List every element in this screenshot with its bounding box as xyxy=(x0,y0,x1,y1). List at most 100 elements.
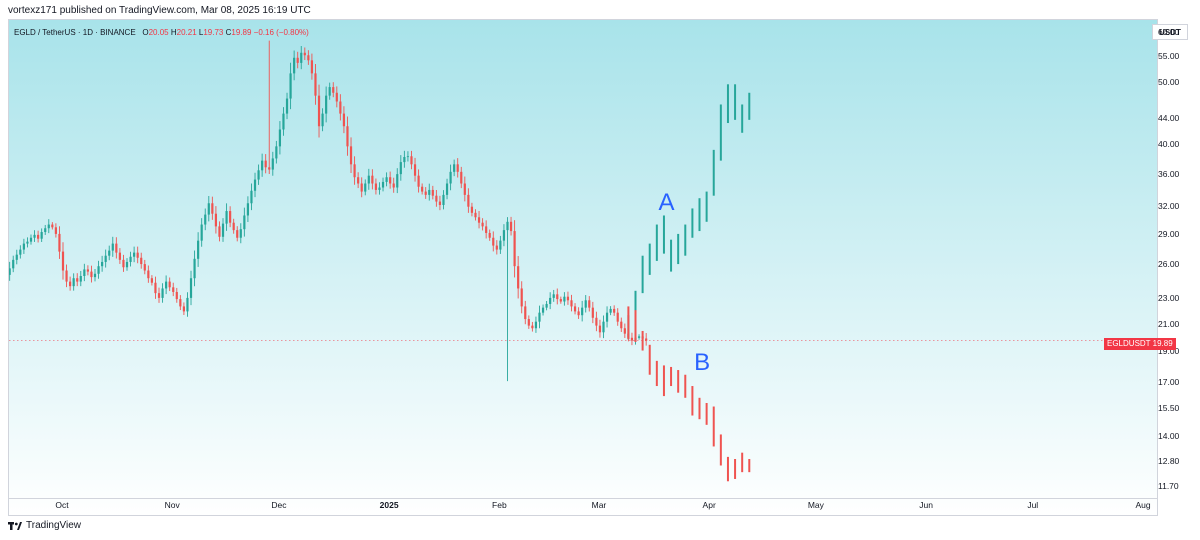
candle-body xyxy=(86,269,89,272)
candle-body xyxy=(588,300,591,308)
candle-body xyxy=(549,297,552,304)
x-tick-label: Jun xyxy=(919,500,933,510)
x-tick-label: Mar xyxy=(591,500,607,510)
candle-body xyxy=(413,164,417,176)
candle-body xyxy=(367,175,370,184)
candle-body xyxy=(214,213,218,227)
y-tick-label: 11.70 xyxy=(1158,481,1179,492)
candle-body xyxy=(218,226,221,237)
candle-body xyxy=(581,307,584,316)
currency-button[interactable]: USDT xyxy=(1152,24,1188,40)
candle-body xyxy=(541,307,545,313)
candle-body xyxy=(143,264,146,271)
tradingview-brand: TradingView xyxy=(8,520,81,531)
y-tick-label: 15.50 xyxy=(1158,403,1180,414)
candle-body xyxy=(12,259,15,269)
candle-body xyxy=(406,156,410,158)
candle-body xyxy=(268,167,271,170)
chart-frame[interactable] xyxy=(8,19,1158,516)
y-tick-label: 29.00 xyxy=(1158,228,1180,239)
candle-body xyxy=(61,251,65,271)
candle-body xyxy=(609,308,612,313)
candle-body xyxy=(282,113,285,130)
candle-body xyxy=(417,175,420,187)
high-value: 20.21 xyxy=(176,28,197,37)
y-tick-label: 32.00 xyxy=(1158,201,1180,212)
x-tick-label: Aug xyxy=(1135,500,1151,510)
candle-body xyxy=(325,95,328,114)
candle-body xyxy=(517,266,520,289)
candle-body xyxy=(229,211,232,223)
published-caption: vortexz171 published on TradingView.com,… xyxy=(8,5,311,16)
candle-body xyxy=(381,181,385,188)
candle-body xyxy=(332,87,335,93)
candle-body xyxy=(232,222,235,231)
candle-body xyxy=(300,52,303,63)
brand-name: TradingView xyxy=(26,520,82,531)
candle-body xyxy=(115,243,118,253)
candle-body xyxy=(47,224,50,229)
candle-body xyxy=(410,156,413,165)
candle-body xyxy=(104,255,107,262)
candle-body xyxy=(620,321,623,329)
candle-body xyxy=(346,126,349,147)
candle-body xyxy=(566,296,570,301)
candle-body xyxy=(467,194,470,207)
candle-body xyxy=(186,297,189,312)
candle-body xyxy=(285,98,289,114)
candle-body xyxy=(175,291,178,300)
candle-body xyxy=(22,243,25,250)
candle-body xyxy=(349,146,353,165)
candle-body xyxy=(321,113,324,127)
candle-body xyxy=(339,101,342,114)
candle-body xyxy=(559,299,562,302)
x-tick-label: Feb xyxy=(492,500,507,510)
open-value: 20.05 xyxy=(148,28,169,37)
candle-body xyxy=(221,223,225,237)
candle-body xyxy=(37,234,40,239)
candle-body xyxy=(79,275,82,282)
candle-body xyxy=(271,158,274,170)
candle-body xyxy=(605,312,609,322)
candle-body xyxy=(307,55,310,61)
price-tag-value: 19.89 xyxy=(1152,339,1173,348)
y-tick-label: 14.00 xyxy=(1158,431,1180,442)
candle-body xyxy=(431,189,434,196)
candle-body xyxy=(531,325,534,329)
candle-body xyxy=(296,57,299,63)
candle-body xyxy=(310,60,314,74)
candle-body xyxy=(15,254,18,260)
candle-body xyxy=(456,164,459,172)
candle-body xyxy=(65,270,68,282)
candle-body xyxy=(303,52,306,56)
candle-body xyxy=(76,278,79,282)
y-tick-label: 23.00 xyxy=(1158,293,1180,304)
candle-body xyxy=(33,234,36,238)
candle-body xyxy=(101,261,104,267)
open-label: O xyxy=(142,28,149,37)
candle-body xyxy=(44,228,47,233)
low-label: L xyxy=(198,28,204,37)
candle-body xyxy=(424,191,427,195)
candle-body xyxy=(595,317,598,326)
price-chart[interactable] xyxy=(9,20,1158,516)
candle-body xyxy=(485,226,488,233)
candle-body xyxy=(125,261,129,268)
candle-body xyxy=(122,259,125,268)
candle-body xyxy=(275,146,278,159)
candle-body xyxy=(69,281,72,287)
candle-body xyxy=(197,240,200,259)
x-tick-label: Nov xyxy=(164,500,180,510)
candle-body xyxy=(29,237,33,242)
y-tick-label: 55.00 xyxy=(1158,50,1180,61)
candle-body xyxy=(445,183,449,195)
y-tick-label: 12.80 xyxy=(1158,456,1180,467)
y-tick-label: 19.00 xyxy=(1158,346,1180,357)
candle-body xyxy=(317,95,321,127)
candle-body xyxy=(182,306,186,312)
candle-body xyxy=(264,160,267,168)
candle-body xyxy=(140,257,143,265)
candle-body xyxy=(389,177,392,184)
candle-body xyxy=(577,311,580,316)
candle-body xyxy=(385,177,388,182)
